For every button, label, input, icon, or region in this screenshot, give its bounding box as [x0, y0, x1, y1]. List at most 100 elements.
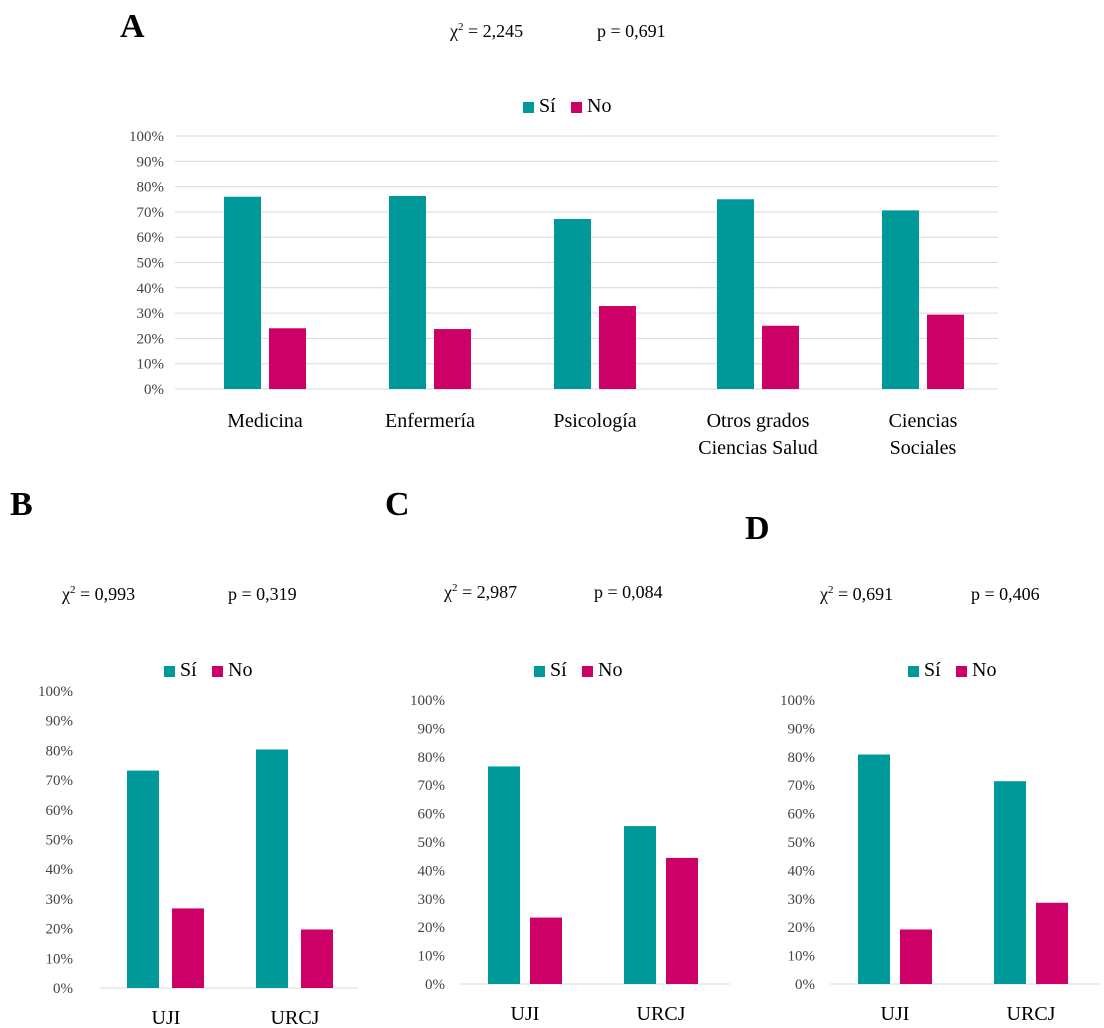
- panel-c-y-tick-label: 80%: [418, 750, 446, 766]
- panel-c-bar-no: [530, 917, 562, 984]
- panel-b-category-label: UJI: [152, 1007, 181, 1028]
- panel-d-legend-label-no: No: [972, 659, 996, 681]
- panel-b-y-tick-label: 100%: [38, 684, 73, 700]
- panel-c-y-tick-label: 90%: [418, 721, 446, 737]
- panel-c-y-tick-label: 60%: [418, 807, 446, 823]
- panel-b-chi-square: χ2 = 0,993: [62, 584, 136, 604]
- panel-b-bar-si: [127, 770, 159, 988]
- panel-a-category-label: Enfermería: [385, 410, 475, 432]
- panel-b-legend-label-si: Sí: [180, 659, 197, 681]
- panel-a-bar-si: [389, 195, 426, 389]
- panel-b-y-tick-label: 40%: [46, 862, 74, 878]
- panel-d-category-label: UJI: [881, 1003, 910, 1025]
- panel-b-y-tick-label: 70%: [46, 773, 74, 789]
- panel-b-p-value: p = 0,319: [228, 584, 297, 604]
- panel-a-y-tick-label: 60%: [137, 230, 165, 246]
- panel-b-y-tick-label: 80%: [46, 743, 74, 759]
- panel-a-p-value: p = 0,691: [597, 21, 666, 41]
- panel-a-y-tick-label: 90%: [137, 154, 165, 170]
- panel-a-legend-swatch-si: [523, 102, 534, 113]
- panel-c-category-label: UJI: [511, 1003, 540, 1025]
- panel-b-bar-si: [256, 749, 288, 988]
- panel-b-legend-swatch-no: [212, 666, 223, 677]
- panel-a-bar-no: [762, 325, 799, 389]
- panel-a-y-tick-label: 10%: [137, 357, 165, 373]
- panel-a-y-tick-label: 80%: [137, 180, 165, 196]
- panel-c-bar-si: [488, 766, 520, 984]
- panel-d-bar-no: [1036, 902, 1068, 984]
- panel-d-y-tick-label: 30%: [788, 892, 816, 908]
- panel-d-letter: D: [745, 510, 770, 547]
- panel-b-y-tick-label: 0%: [53, 981, 73, 997]
- panel-c-bar-si: [624, 826, 656, 984]
- panel-a-legend-label-no: No: [587, 95, 611, 117]
- panel-c-category-label: URCJ: [637, 1003, 686, 1025]
- panel-d-y-tick-label: 50%: [788, 835, 816, 851]
- panel-d-y-tick-label: 70%: [788, 778, 816, 794]
- panel-c-bar-no: [666, 857, 698, 984]
- panel-c-legend-swatch-si: [534, 666, 545, 677]
- panel-a-category-label: Ciencias Salud: [698, 437, 817, 459]
- panel-d-y-tick-label: 60%: [788, 807, 816, 823]
- panel-a-bar-si: [224, 196, 261, 389]
- panel-b-bar-no: [301, 929, 333, 988]
- panel-a-bar-no: [927, 314, 964, 389]
- panel-a-category-label: Otros grados: [707, 410, 810, 432]
- panel-c-y-tick-label: 30%: [418, 892, 446, 908]
- panel-d-y-tick-label: 10%: [788, 949, 816, 965]
- panel-a-bar-si: [554, 218, 591, 389]
- panel-b-y-tick-label: 20%: [46, 922, 74, 938]
- panel-b-legend-label-no: No: [228, 659, 252, 681]
- panel-c-y-tick-label: 0%: [425, 977, 445, 993]
- panel-a-y-tick-label: 20%: [137, 331, 165, 347]
- panel-d-legend-swatch-si: [908, 666, 919, 677]
- panel-c-y-tick-label: 10%: [418, 949, 446, 965]
- panel-a-category-label: Ciencias: [889, 410, 958, 432]
- panel-c-letter: C: [385, 486, 410, 523]
- panel-c-y-tick-label: 70%: [418, 778, 446, 794]
- panel-a-y-tick-label: 100%: [129, 129, 164, 145]
- panel-a-y-tick-label: 40%: [137, 281, 165, 297]
- panel-d-y-tick-label: 20%: [788, 920, 816, 936]
- panel-b-letter: B: [10, 486, 33, 523]
- panel-a-category-label: Psicología: [553, 410, 636, 432]
- panel-b-category-label: URCJ: [271, 1007, 320, 1028]
- panel-a-bar-no: [269, 328, 306, 389]
- panel-b-y-tick-label: 10%: [46, 951, 74, 967]
- panel-a-bar-no: [599, 306, 636, 389]
- panel-a-y-tick-label: 50%: [137, 256, 165, 272]
- panel-a-chi-square: χ2 = 2,245: [450, 21, 524, 41]
- panel-d-bar-si: [994, 781, 1026, 984]
- panel-b-y-tick-label: 60%: [46, 803, 74, 819]
- panel-d-p-value: p = 0,406: [971, 584, 1040, 604]
- panel-d-legend-swatch-no: [956, 666, 967, 677]
- panel-c-legend-label-si: Sí: [550, 659, 567, 681]
- panel-c-p-value: p = 0,084: [594, 582, 663, 602]
- panel-a-y-tick-label: 0%: [144, 382, 164, 398]
- panel-b-legend-swatch-si: [164, 666, 175, 677]
- panel-a-category-label: Medicina: [227, 410, 303, 432]
- panel-a-bar-si: [717, 199, 754, 389]
- panel-d-y-tick-label: 100%: [780, 693, 815, 709]
- panel-a-legend-label-si: Sí: [539, 95, 556, 117]
- panel-a-legend-swatch-no: [571, 102, 582, 113]
- panel-b-y-tick-label: 50%: [46, 833, 74, 849]
- panel-d-chi-square: χ2 = 0,691: [820, 584, 894, 604]
- panel-a-letter: A: [120, 8, 145, 45]
- panel-a-category-label: Sociales: [890, 437, 957, 459]
- panel-c-y-tick-label: 50%: [418, 835, 446, 851]
- panel-d-y-tick-label: 40%: [788, 863, 816, 879]
- panel-b-y-tick-label: 90%: [46, 714, 74, 730]
- panel-c-y-tick-label: 20%: [418, 920, 446, 936]
- panel-c-legend-label-no: No: [598, 659, 622, 681]
- panel-d-legend-label-si: Sí: [924, 659, 941, 681]
- panel-d-y-tick-label: 90%: [788, 721, 816, 737]
- panel-d-y-tick-label: 0%: [795, 977, 815, 993]
- panel-c-y-tick-label: 40%: [418, 863, 446, 879]
- panel-b-bar-no: [172, 908, 204, 988]
- panel-a-bar-si: [882, 210, 919, 389]
- panel-d-bar-no: [900, 929, 932, 984]
- panel-a-y-tick-label: 30%: [137, 306, 165, 322]
- panel-a-y-tick-label: 70%: [137, 205, 165, 221]
